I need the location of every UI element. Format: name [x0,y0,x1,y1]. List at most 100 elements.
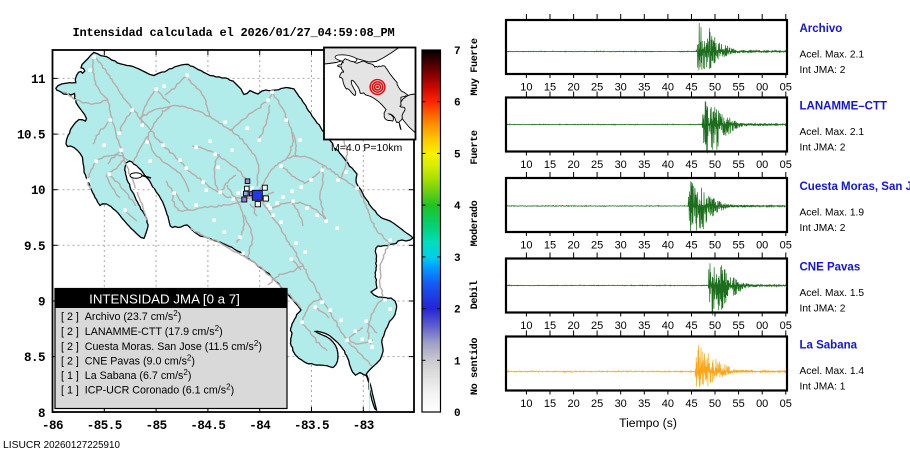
svg-text:55: 55 [732,159,744,171]
svg-text:45: 45 [685,398,697,410]
svg-text:05: 05 [780,159,792,171]
svg-text:00: 00 [756,82,768,94]
svg-text:Fuerte: Fuerte [470,130,481,165]
svg-text:Int JMA: 2: Int JMA: 2 [800,304,846,315]
svg-text:25: 25 [591,398,603,410]
svg-text:[ 1 ] ICP-UCR Coronado (6.1 c: [ 1 ] ICP-UCR Coronado (6.1 cm/s2) [61,383,234,397]
svg-text:00: 00 [756,159,768,171]
svg-text:15: 15 [544,240,556,252]
svg-text:CNE Pavas: CNE Pavas [800,262,861,274]
svg-text:-83: -83 [353,419,374,433]
svg-text:Acel. Max. 2.1: Acel. Max. 2.1 [800,50,865,61]
svg-text:8.5: 8.5 [24,351,45,365]
svg-text:15: 15 [544,320,556,332]
svg-text:20: 20 [567,159,579,171]
svg-text:7: 7 [454,46,460,58]
svg-text:20: 20 [567,82,579,94]
svg-text:10: 10 [520,82,532,94]
svg-text:50: 50 [709,159,721,171]
svg-text:15: 15 [544,159,556,171]
svg-text:55: 55 [732,82,744,94]
svg-text:INTENSIDAD JMA [0 a 7]: INTENSIDAD JMA [0 a 7] [89,292,240,307]
svg-text:45: 45 [685,82,697,94]
svg-text:Int JMA: 1: Int JMA: 1 [800,382,846,393]
svg-text:40: 40 [662,320,674,332]
svg-text:20: 20 [567,240,579,252]
svg-text:4: 4 [454,201,461,213]
svg-text:05: 05 [780,320,792,332]
svg-text:Int JMA: 2: Int JMA: 2 [800,143,846,154]
svg-text:-85.5: -85.5 [87,419,122,433]
svg-text:-86: -86 [42,419,63,433]
svg-text:La Sabana: La Sabana [800,340,858,352]
svg-text:Moderado: Moderado [469,200,481,246]
svg-text:35: 35 [638,240,650,252]
svg-text:45: 45 [685,159,697,171]
svg-text:6: 6 [454,98,460,110]
svg-text:-85: -85 [146,419,167,433]
svg-text:Acel. Max. 1.9: Acel. Max. 1.9 [800,208,865,219]
svg-text:Intensidad calculada el 2026/0: Intensidad calculada el 2026/01/27_04:59… [72,26,394,40]
svg-text:25: 25 [591,159,603,171]
svg-text:40: 40 [662,398,674,410]
svg-text:25: 25 [591,240,603,252]
svg-text:Archivo: Archivo [800,23,843,35]
svg-text:0: 0 [454,408,460,420]
svg-text:55: 55 [732,320,744,332]
svg-text:00: 00 [756,398,768,410]
svg-text:25: 25 [591,82,603,94]
svg-text:05: 05 [780,82,792,94]
svg-text:-84: -84 [249,419,271,433]
svg-text:[ 2 ] LANAMME-CTT (17.9 cm/s2: [ 2 ] LANAMME-CTT (17.9 cm/s2) [61,324,223,338]
svg-text:Int JMA: 2: Int JMA: 2 [800,65,846,76]
svg-text:11: 11 [31,73,45,87]
svg-text:Muy Fuerte: Muy Fuerte [470,38,481,95]
svg-text:8: 8 [38,407,45,421]
svg-text:5: 5 [454,149,461,161]
svg-text:10: 10 [31,184,45,198]
svg-text:10: 10 [520,398,532,410]
svg-text:[ 2 ] Cuesta Moras. San Jose: [ 2 ] Cuesta Moras. San Jose (11.5 cm/s2… [61,339,262,353]
svg-text:00: 00 [756,240,768,252]
svg-text:LISUCR 20260127225910: LISUCR 20260127225910 [3,440,120,451]
svg-text:[ 1 ] La Sabana (6.7 cm/s2): [ 1 ] La Sabana (6.7 cm/s2) [61,368,191,382]
svg-text:10.5: 10.5 [17,129,45,143]
svg-text:Cuesta Moras, San Jose: Cuesta Moras, San Jose [800,181,910,193]
svg-text:10: 10 [520,159,532,171]
svg-text:Int JMA: 2: Int JMA: 2 [800,223,846,234]
svg-text:Debil: Debil [469,280,481,309]
svg-text:35: 35 [638,320,650,332]
svg-text:Acel. Max. 1.4: Acel. Max. 1.4 [800,366,865,377]
svg-text:35: 35 [638,398,650,410]
svg-text:[ 2 ] CNE Pavas (9.0 cm/s2): [ 2 ] CNE Pavas (9.0 cm/s2) [61,354,195,368]
svg-text:30: 30 [615,159,627,171]
svg-text:10: 10 [520,320,532,332]
svg-text:M=4.0 P=10km: M=4.0 P=10km [331,142,402,154]
svg-text:05: 05 [780,398,792,410]
svg-text:20: 20 [567,398,579,410]
svg-text:-84.5: -84.5 [190,419,225,433]
svg-text:2: 2 [454,305,460,317]
svg-text:45: 45 [685,240,697,252]
svg-text:Tiempo (s): Tiempo (s) [619,416,677,430]
svg-text:3: 3 [454,253,461,265]
svg-text:40: 40 [662,240,674,252]
svg-text:15: 15 [544,398,556,410]
svg-text:00: 00 [756,320,768,332]
svg-text:[ 2 ] Archivo (23.7 cm/s2): [ 2 ] Archivo (23.7 cm/s2) [61,309,181,323]
svg-text:50: 50 [709,320,721,332]
svg-text:30: 30 [615,320,627,332]
svg-text:9: 9 [38,296,45,310]
svg-text:40: 40 [662,159,674,171]
svg-text:15: 15 [544,82,556,94]
svg-text:30: 30 [615,240,627,252]
svg-text:9.5: 9.5 [24,240,45,254]
svg-text:10: 10 [520,240,532,252]
svg-text:No sentido: No sentido [469,338,481,395]
svg-text:55: 55 [732,398,744,410]
svg-text:50: 50 [709,240,721,252]
svg-text:Acel. Max. 2.1: Acel. Max. 2.1 [800,127,865,138]
svg-text:50: 50 [709,398,721,410]
svg-text:40: 40 [662,82,674,94]
svg-text:35: 35 [638,82,650,94]
